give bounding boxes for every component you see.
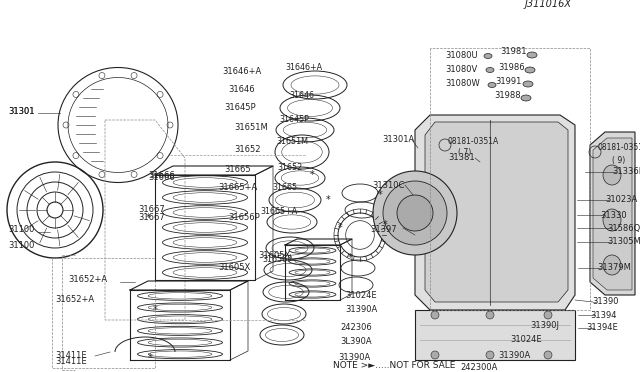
Circle shape (544, 351, 552, 359)
Text: *: * (383, 220, 387, 230)
Polygon shape (593, 138, 632, 290)
Polygon shape (415, 310, 575, 360)
Text: 31305M: 31305M (607, 237, 640, 247)
Text: 31652: 31652 (234, 145, 260, 154)
Text: 31023A: 31023A (605, 196, 637, 205)
Text: 31646+A: 31646+A (285, 64, 323, 73)
Text: 31652+A: 31652+A (68, 276, 107, 285)
Circle shape (383, 181, 447, 245)
Ellipse shape (484, 54, 492, 58)
Text: 31652+A: 31652+A (55, 295, 94, 305)
Text: 31646+A: 31646+A (222, 67, 261, 77)
Circle shape (544, 311, 552, 319)
Ellipse shape (527, 52, 537, 58)
Text: ( 9): ( 9) (612, 155, 625, 164)
Text: 31390J: 31390J (530, 321, 559, 330)
Text: 31665+A: 31665+A (218, 183, 257, 192)
Text: 31381: 31381 (448, 154, 475, 163)
Text: 31981: 31981 (500, 48, 527, 57)
Polygon shape (590, 132, 635, 295)
Text: 31651M: 31651M (276, 137, 308, 145)
Text: *: * (326, 195, 330, 205)
Ellipse shape (603, 165, 621, 185)
Ellipse shape (486, 67, 494, 73)
Text: 242300A: 242300A (460, 363, 497, 372)
Ellipse shape (521, 95, 531, 101)
Text: 31667: 31667 (138, 214, 164, 222)
Circle shape (431, 311, 439, 319)
Text: 31645P: 31645P (279, 115, 309, 124)
Ellipse shape (523, 81, 533, 87)
Ellipse shape (488, 83, 496, 87)
Text: 31301A: 31301A (382, 135, 414, 144)
Text: 31100: 31100 (8, 241, 35, 250)
Text: 31336M: 31336M (612, 167, 640, 176)
Circle shape (431, 351, 439, 359)
Text: *: * (310, 170, 314, 180)
Text: 31605X: 31605X (218, 263, 250, 273)
Text: 08181-0351A: 08181-0351A (448, 138, 499, 147)
Text: 31390A: 31390A (498, 350, 531, 359)
Text: 31652: 31652 (278, 164, 303, 173)
Ellipse shape (603, 255, 621, 275)
Text: 31080W: 31080W (445, 80, 480, 89)
Polygon shape (415, 115, 575, 310)
Text: 31024E: 31024E (345, 291, 376, 299)
Text: 31988: 31988 (494, 92, 520, 100)
Text: 31301: 31301 (8, 108, 35, 116)
Ellipse shape (603, 209, 621, 231)
Text: 3L390A: 3L390A (340, 337, 372, 346)
Text: 31645P: 31645P (224, 103, 255, 112)
Text: 31397: 31397 (370, 225, 397, 234)
Text: 31394: 31394 (590, 311, 616, 320)
Text: 31390: 31390 (592, 298, 618, 307)
Text: 31656P: 31656P (262, 256, 292, 264)
Text: 31080V: 31080V (445, 65, 477, 74)
Text: 31586Q: 31586Q (607, 224, 640, 232)
Text: *: * (378, 190, 382, 200)
Text: 31666: 31666 (148, 170, 175, 180)
Circle shape (373, 171, 457, 255)
Text: 31100: 31100 (8, 225, 35, 234)
Text: 31665+A: 31665+A (260, 208, 298, 217)
Text: 31646: 31646 (228, 86, 255, 94)
Text: *: * (146, 213, 150, 223)
Text: 31646: 31646 (289, 92, 314, 100)
Text: 31394E: 31394E (586, 324, 618, 333)
Text: 31656P: 31656P (228, 214, 260, 222)
Text: *: * (148, 353, 152, 363)
Text: 31411E: 31411E (55, 350, 86, 359)
Text: 31986: 31986 (498, 64, 525, 73)
Circle shape (397, 195, 433, 231)
Text: 31390A: 31390A (338, 353, 371, 362)
Text: 31666: 31666 (148, 173, 175, 183)
Text: 31605X: 31605X (258, 250, 291, 260)
Text: 31667: 31667 (138, 205, 164, 215)
Text: 31411E: 31411E (55, 357, 86, 366)
Text: 31665: 31665 (224, 166, 251, 174)
Text: *: * (348, 253, 353, 263)
Text: ( 7): ( 7) (458, 148, 471, 157)
Text: 31390A: 31390A (345, 305, 377, 314)
Text: 31330: 31330 (600, 211, 627, 219)
Text: *: * (152, 305, 157, 315)
Polygon shape (425, 122, 568, 302)
Text: 31379M: 31379M (597, 263, 631, 273)
Text: *: * (338, 223, 342, 233)
Ellipse shape (525, 67, 535, 73)
Text: 31665: 31665 (273, 183, 298, 192)
Text: 242306: 242306 (340, 324, 372, 333)
Circle shape (486, 311, 494, 319)
Text: 08181-0351A: 08181-0351A (598, 144, 640, 153)
Text: 31651M: 31651M (234, 124, 268, 132)
Text: 31301: 31301 (8, 108, 35, 116)
Circle shape (486, 351, 494, 359)
Text: 31080U: 31080U (445, 51, 477, 60)
Text: NOTE >►.....NOT FOR SALE: NOTE >►.....NOT FOR SALE (333, 361, 455, 370)
Text: 31024E: 31024E (510, 336, 541, 344)
Text: 31991: 31991 (495, 77, 522, 87)
Text: J311016X: J311016X (525, 0, 572, 9)
Text: 31310C: 31310C (372, 180, 404, 189)
